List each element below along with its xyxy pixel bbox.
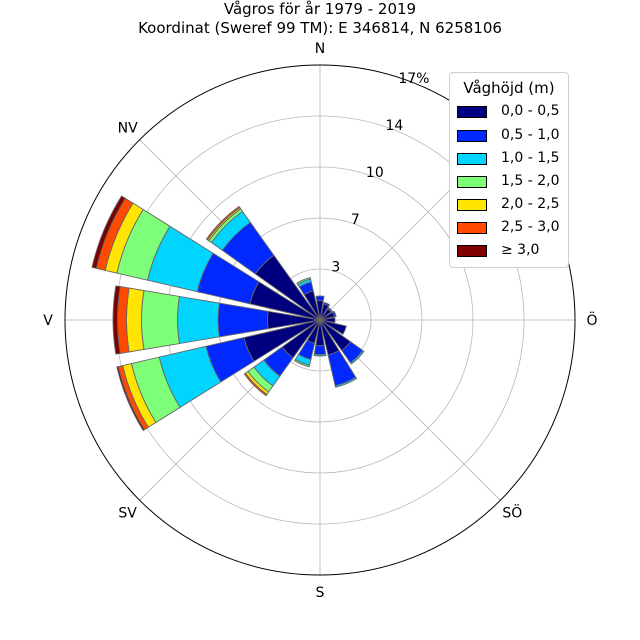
compass-label: S bbox=[316, 585, 325, 601]
legend-swatch bbox=[457, 153, 487, 165]
rose-segment bbox=[177, 295, 220, 345]
legend-swatch bbox=[457, 222, 487, 234]
radial-tick-label: 7 bbox=[351, 212, 360, 228]
legend-swatch bbox=[457, 199, 487, 211]
rose-segment bbox=[315, 295, 325, 302]
rose-segment bbox=[243, 372, 268, 397]
compass-label: SV bbox=[118, 505, 137, 521]
compass-label: Ö bbox=[586, 311, 597, 329]
legend-swatch bbox=[457, 106, 487, 118]
compass-label: V bbox=[43, 313, 53, 329]
legend-label: 0,5 - 1,0 bbox=[501, 127, 560, 143]
compass-label: SÖ bbox=[502, 503, 522, 521]
radial-tick-label: 17% bbox=[398, 71, 429, 87]
legend-swatch bbox=[457, 130, 487, 142]
rose-bars bbox=[91, 195, 365, 432]
rose-segment bbox=[319, 319, 347, 335]
rose-segment bbox=[334, 376, 358, 388]
legend-label: 1,5 - 2,0 bbox=[501, 173, 560, 189]
outer-circle bbox=[64, 64, 576, 576]
legend-label: 2,5 - 3,0 bbox=[501, 219, 560, 235]
legend-label: 0,0 - 0,5 bbox=[501, 103, 560, 119]
compass-label: N bbox=[315, 41, 325, 57]
chart-title: Vågros för år 1979 - 2019 bbox=[223, 0, 417, 18]
legend-label: 2,0 - 2,5 bbox=[501, 196, 560, 212]
rose-segment bbox=[126, 287, 145, 353]
rose-segment bbox=[313, 353, 327, 357]
legend-label: ≥ 3,0 bbox=[501, 242, 540, 258]
legend: Våghöjd (m) 0,0 - 0,5 0,5 - 1,0 1,0 - 1,… bbox=[449, 72, 569, 268]
radial-tick-label: 10 bbox=[366, 165, 384, 181]
rose-segment bbox=[205, 205, 241, 241]
legend-title: Våghöjd (m) bbox=[463, 79, 555, 97]
rose-segment bbox=[323, 301, 331, 307]
rose-segment bbox=[116, 366, 146, 432]
rose-segment bbox=[319, 317, 336, 323]
rose-segment bbox=[349, 349, 365, 365]
rose-segment bbox=[141, 290, 180, 350]
rose-segment bbox=[217, 302, 269, 338]
radial-tick-label: 3 bbox=[331, 259, 340, 275]
rose-segment bbox=[296, 277, 312, 286]
legend-label: 1,0 - 1,5 bbox=[501, 150, 560, 166]
rose-segment bbox=[332, 310, 337, 318]
legend-swatch bbox=[457, 176, 487, 188]
rose-segment bbox=[293, 358, 311, 368]
rose-segment bbox=[313, 344, 327, 355]
chart-subtitle: Koordinat (Sweref 99 TM): E 346814, N 62… bbox=[138, 19, 502, 37]
rose-segment bbox=[91, 195, 126, 269]
radial-tick-label: 14 bbox=[385, 118, 403, 134]
rose-segment bbox=[327, 307, 333, 313]
legend-swatch bbox=[457, 245, 487, 257]
rose-segment bbox=[112, 285, 121, 355]
compass-label: NV bbox=[118, 121, 138, 137]
